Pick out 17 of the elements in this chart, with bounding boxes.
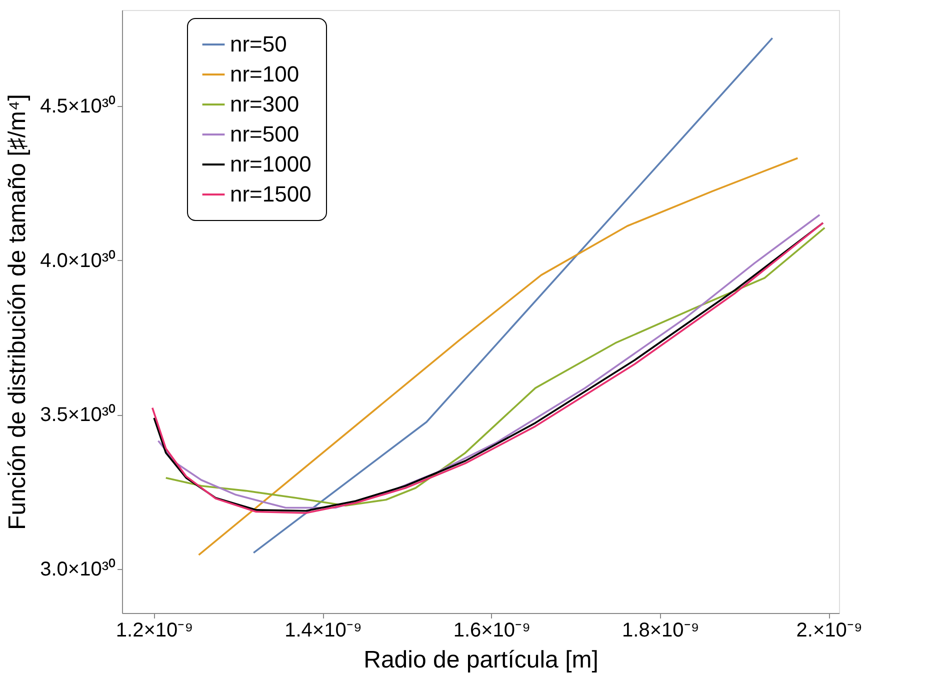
- legend-label: nr=50: [230, 32, 287, 56]
- x-axis-title: Radio de partícula [m]: [364, 646, 598, 674]
- x-tick-label: 2.×10⁻⁹: [796, 620, 862, 642]
- y-axis-title: Función de distribución de tamaño [♯/m⁴]: [4, 94, 32, 530]
- x-tick-label: 1.6×10⁻⁹: [453, 620, 531, 642]
- legend-label: nr=100: [230, 62, 300, 86]
- x-tick-label: 1.8×10⁻⁹: [622, 620, 700, 642]
- y-tick-label: 4.0×10³⁰: [40, 248, 116, 272]
- y-tick-label: 3.5×10³⁰: [40, 403, 116, 426]
- x-tick-label: 1.4×10⁻⁹: [284, 620, 362, 642]
- legend-label: nr=1000: [230, 152, 312, 176]
- legend-label: nr=1500: [230, 182, 312, 206]
- y-tick-label: 4.5×10³⁰: [40, 94, 116, 118]
- legend-label: nr=500: [230, 122, 300, 146]
- legend-label: nr=300: [230, 92, 300, 116]
- y-tick-label: 3.0×10³⁰: [40, 557, 116, 580]
- x-tick-label: 1.2×10⁻⁹: [116, 620, 194, 642]
